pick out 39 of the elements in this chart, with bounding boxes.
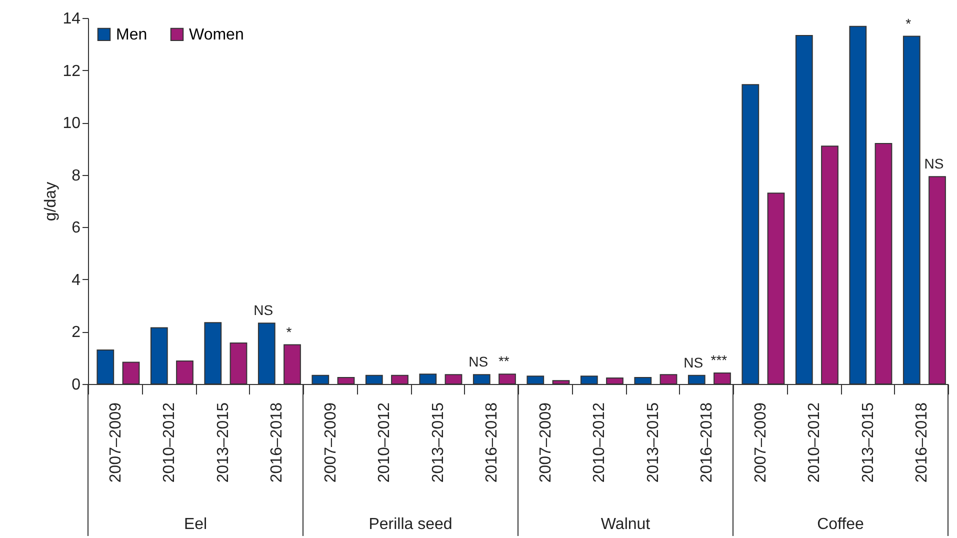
x-tick-label: 2010–2012 [376,402,394,483]
x-tick-label: 2010–2012 [591,402,608,483]
y-tick-label: 10 [62,115,81,132]
x-tick-label: 2013–2015 [644,402,662,483]
x-tick-label: 2013–2015 [214,402,232,483]
data-label: NS [924,156,944,172]
y-axis-title: g/day [42,182,60,222]
x-tick-label: 2007–2009 [537,402,554,483]
x-tick-label: 2016–2018 [914,402,931,483]
y-tick-label: 6 [72,220,81,237]
x-tick-label: 2007–2009 [322,402,340,483]
y-tick-label: 0 [72,376,81,394]
text: Walnut [600,516,651,533]
x-tick-label: 2010–2012 [806,402,824,483]
y-tick-label: 2 [72,324,81,342]
y-tick-label: 4 [72,272,81,289]
legend-label: Men [116,26,148,44]
text: Eel [184,516,208,533]
data-label: *** [710,352,728,368]
x-tick-label: 2013–2015 [860,402,877,483]
y-tick-label: 8 [72,167,81,184]
x-tick-label: 2013–2015 [430,402,447,483]
data-label: NS [254,302,274,318]
data-label: NS [684,354,704,370]
text: Coffee [817,516,864,533]
x-tick-label: 2010–2012 [161,402,178,483]
data-label: ** [498,353,510,370]
x-tick-label: 2016–2018 [698,402,716,483]
x-tick-label: 2007–2009 [107,402,124,483]
data-label: * [906,15,912,32]
data-label: * [286,324,292,340]
x-tick-label: 2007–2009 [752,402,770,483]
text: Perilla seed [368,516,452,533]
y-tick-label: 14 [62,10,81,28]
data-label: NS [468,354,488,370]
y-tick-label: 12 [62,62,81,80]
legend-label: Women [189,26,244,44]
x-tick-label: 2016–2018 [268,402,286,483]
x-tick-label: 2016–2018 [484,402,501,483]
